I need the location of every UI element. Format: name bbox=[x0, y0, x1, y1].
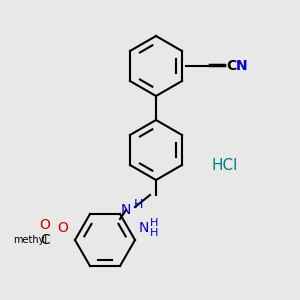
Text: H: H bbox=[150, 227, 159, 238]
Text: H: H bbox=[150, 218, 159, 229]
Text: HCl: HCl bbox=[212, 158, 238, 172]
Text: methyl: methyl bbox=[13, 235, 47, 245]
Text: O: O bbox=[58, 221, 68, 235]
Text: N: N bbox=[139, 221, 149, 235]
Text: C: C bbox=[40, 233, 50, 247]
Text: H: H bbox=[133, 197, 143, 211]
Text: C: C bbox=[226, 59, 237, 73]
Text: N: N bbox=[121, 203, 131, 217]
Text: N: N bbox=[236, 59, 247, 73]
Text: O: O bbox=[40, 218, 50, 232]
